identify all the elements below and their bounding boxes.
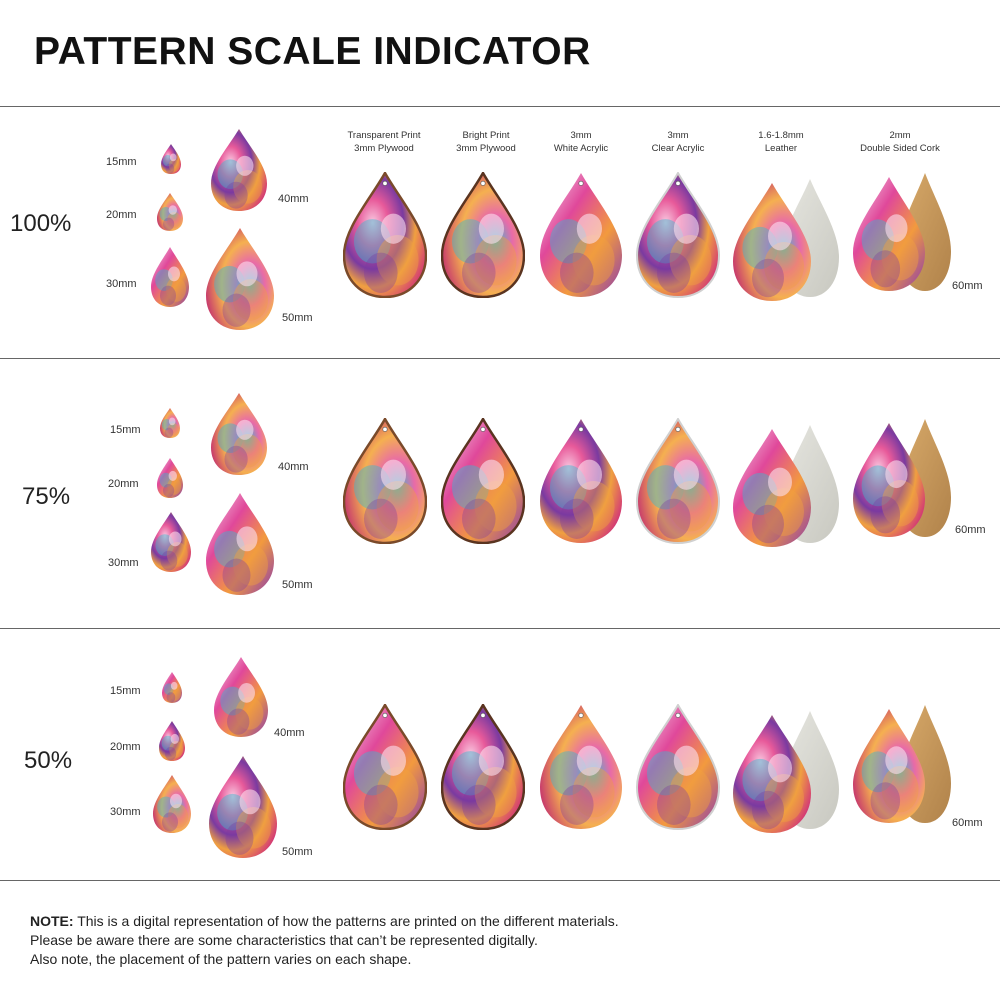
drop-leather-front (733, 429, 811, 547)
divider-1 (0, 358, 1000, 359)
drop-20mm (157, 458, 183, 498)
size-label-30: 30mm (108, 557, 139, 569)
drop-cork-front (853, 177, 925, 291)
drop-leather-front (733, 183, 811, 301)
size-label-50: 50mm (282, 846, 313, 858)
drop-40mm (211, 129, 267, 211)
size-label-20: 20mm (106, 209, 137, 221)
note-label: NOTE: (30, 913, 74, 929)
note-line3: Also note, the placement of the pattern … (30, 951, 412, 967)
size-label-40: 40mm (278, 193, 309, 205)
divider-top (0, 106, 1000, 107)
drop-20mm (157, 193, 183, 231)
size-label-50: 50mm (282, 579, 313, 591)
drop-bright-plywood (441, 704, 525, 830)
material-header-clear-acrylic: 3mm Clear Acrylic (623, 129, 733, 155)
drop-white-acrylic (540, 173, 622, 297)
drop-bright-plywood (441, 418, 525, 544)
material-header-line1: Transparent Print (347, 130, 421, 141)
material-header-line1: Bright Print (462, 130, 510, 141)
size-label-15: 15mm (110, 424, 141, 436)
drop-transparent-plywood (343, 418, 427, 544)
drop-leather-front (733, 715, 811, 833)
drop-30mm (151, 512, 191, 572)
material-header-line2: White Acrylic (553, 143, 609, 154)
size-label-15: 15mm (106, 156, 137, 168)
material-header-line1: 3mm (667, 130, 689, 141)
material-header-line1: 2mm (889, 130, 911, 141)
material-header-line1: 1.6-1.8mm (758, 130, 804, 141)
note-block: NOTE: This is a digital representation o… (30, 912, 619, 969)
material-header-line2: Double Sided Cork (860, 143, 940, 154)
size-label-50: 50mm (282, 312, 313, 324)
drop-cork-front (853, 709, 925, 823)
divider-2 (0, 628, 1000, 629)
size-label-20: 20mm (110, 741, 141, 753)
note-line1: This is a digital representation of how … (73, 913, 619, 929)
drop-transparent-plywood (343, 172, 427, 298)
material-header-leather: 1.6-1.8mm Leather (726, 129, 836, 155)
drop-50mm (206, 493, 274, 595)
size-label-40: 40mm (274, 727, 305, 739)
drop-20mm (159, 721, 185, 761)
scale-label: 75% (22, 483, 71, 510)
drop-50mm (206, 228, 274, 330)
material-header-line2: 3mm Plywood (354, 143, 414, 154)
drop-clear-acrylic (636, 172, 720, 298)
scale-label: 100% (10, 210, 72, 237)
drop-white-acrylic (540, 705, 622, 829)
size-label-60: 60mm (952, 280, 983, 292)
size-label-60: 60mm (955, 524, 986, 536)
drop-50mm (209, 756, 277, 858)
drop-15mm (161, 144, 181, 174)
drop-15mm (162, 672, 182, 703)
material-header-white-acrylic: 3mm White Acrylic (526, 129, 636, 155)
size-label-60: 60mm (952, 817, 983, 829)
drop-30mm (151, 247, 189, 307)
size-label-30: 30mm (106, 278, 137, 290)
divider-bottom (0, 880, 1000, 881)
drop-clear-acrylic (636, 704, 720, 830)
drop-white-acrylic (540, 419, 622, 543)
drop-40mm (211, 393, 267, 475)
material-header-cork: 2mm Double Sided Cork (845, 129, 955, 155)
material-header-line2: Clear Acrylic (651, 143, 705, 154)
material-header-line2: Leather (764, 143, 798, 154)
drop-transparent-plywood (343, 704, 427, 830)
material-header-bright-plywood: Bright Print 3mm Plywood (431, 129, 541, 155)
material-header-transparent-plywood: Transparent Print 3mm Plywood (329, 129, 439, 155)
drop-30mm (153, 775, 191, 833)
note-line2: Please be aware there are some character… (30, 932, 538, 948)
drop-cork-front (853, 423, 925, 537)
drop-40mm (214, 657, 268, 737)
scale-label: 50% (24, 747, 73, 774)
drop-15mm (160, 408, 180, 438)
drop-clear-acrylic (636, 418, 720, 544)
size-label-20: 20mm (108, 478, 139, 490)
page-title: PATTERN SCALE INDICATOR (34, 30, 591, 73)
size-label-15: 15mm (110, 685, 141, 697)
material-header-line2: 3mm Plywood (456, 143, 516, 154)
size-label-40: 40mm (278, 461, 309, 473)
drop-bright-plywood (441, 172, 525, 298)
size-label-30: 30mm (110, 806, 141, 818)
material-header-line1: 3mm (570, 130, 592, 141)
